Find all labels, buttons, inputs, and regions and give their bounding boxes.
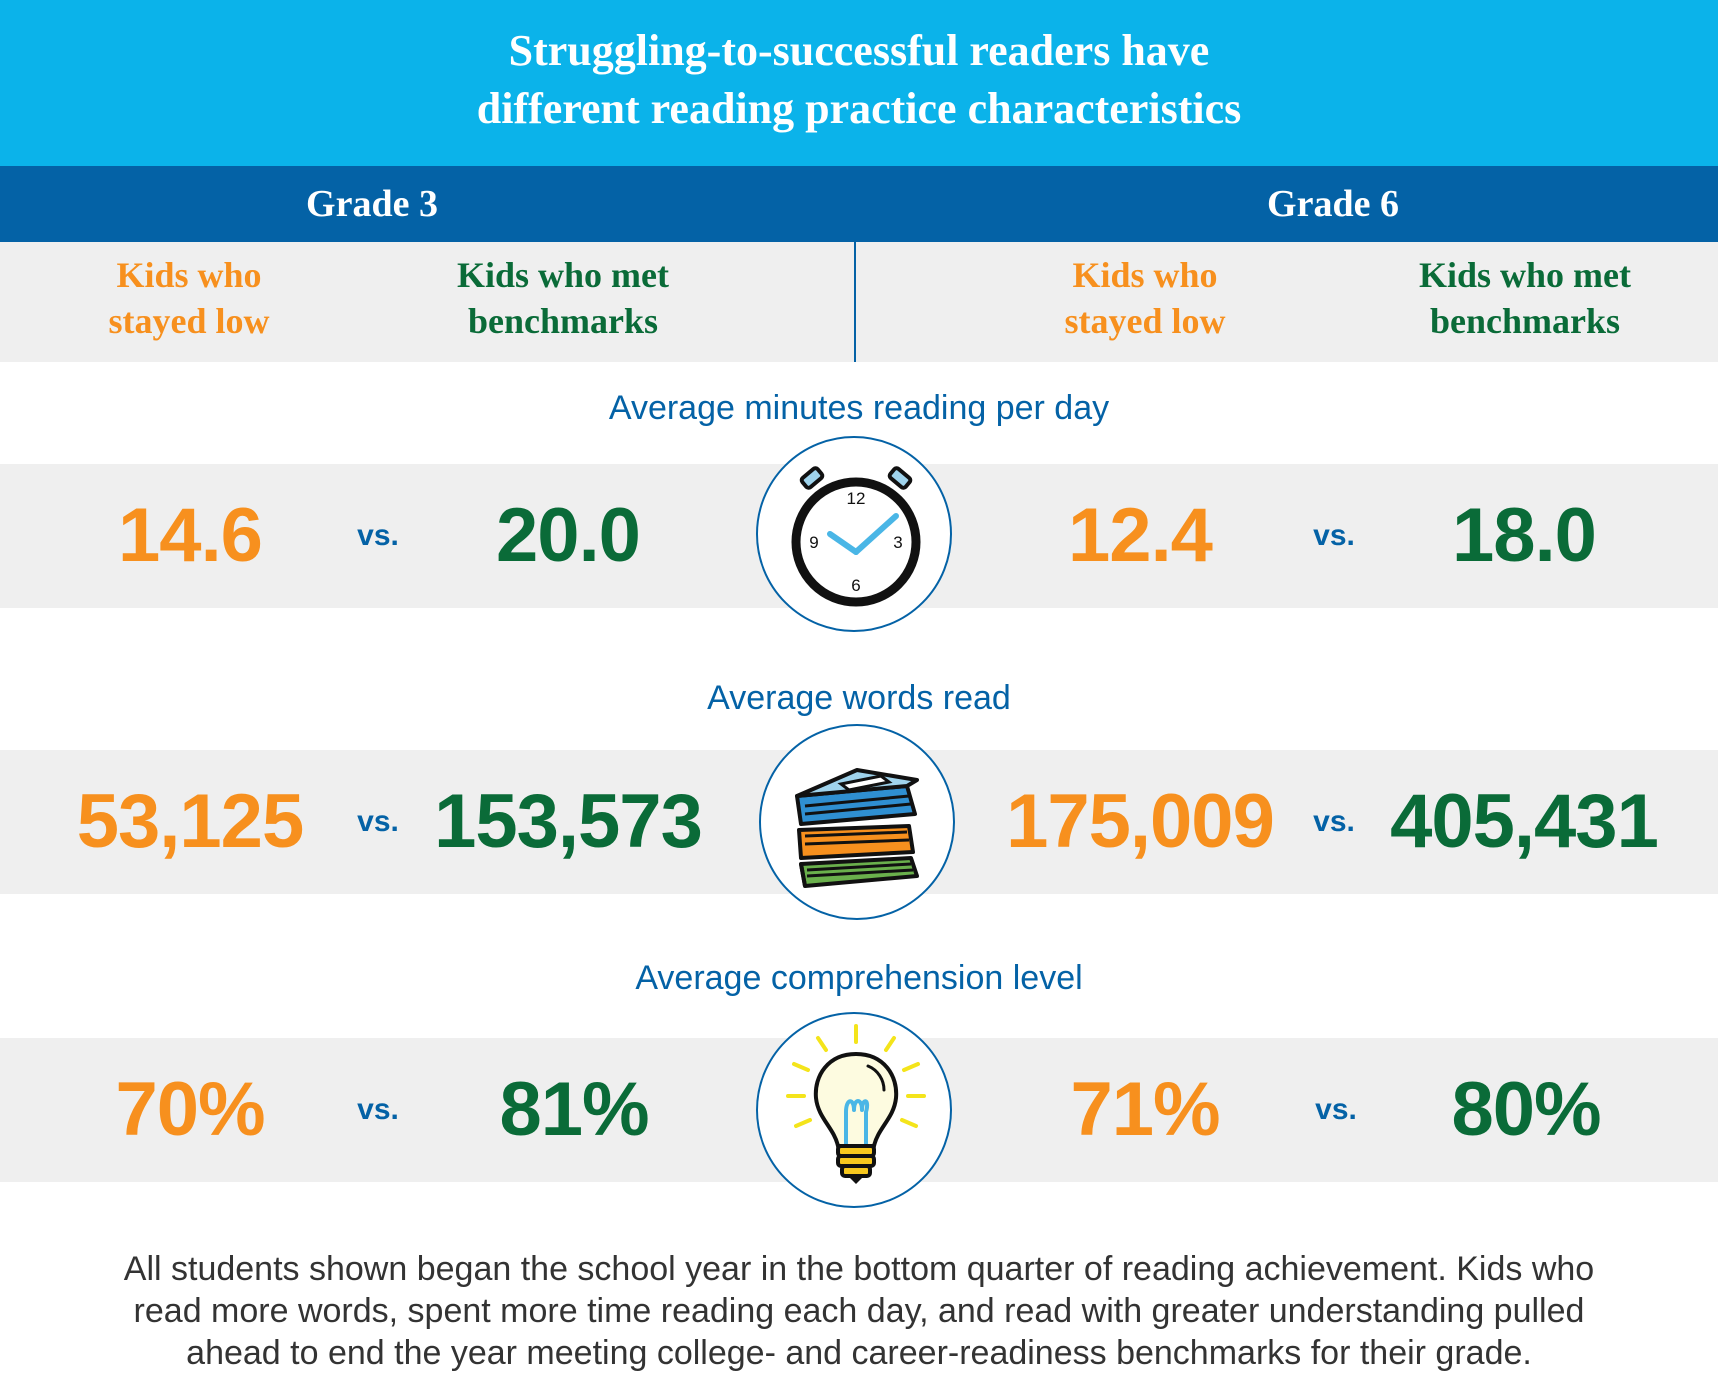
vs-label: vs. — [1313, 519, 1355, 552]
data-label: 20.0 — [496, 493, 641, 578]
header-line: Kids who — [1072, 255, 1218, 295]
data-label: 12.4 — [1068, 493, 1213, 578]
clock-icon: 12 3 6 9 — [791, 466, 921, 607]
header-line: benchmarks — [467, 301, 659, 341]
header-line: Kids who — [116, 255, 262, 295]
g3-stayed-low-header: Kids who stayed low — [19, 252, 359, 344]
lightbulb-icon — [786, 1024, 926, 1184]
data-label: 81% — [499, 1067, 649, 1152]
grade-6-label: Grade 6 — [1267, 183, 1399, 225]
vs-label: vs. — [1315, 1093, 1357, 1126]
column-header-band — [0, 242, 1718, 362]
data-label: 153,573 — [434, 779, 703, 864]
vs-label: vs. — [357, 519, 399, 552]
footnote-line: All students shown began the school year… — [123, 1250, 1595, 1288]
footnote: All students shown began the school year… — [40, 1248, 1678, 1374]
data-label: 53,125 — [76, 779, 304, 864]
header-line: benchmarks — [1429, 301, 1621, 341]
header-line: stayed low — [108, 301, 270, 341]
clock-number: 3 — [893, 533, 902, 552]
header-line: stayed low — [1064, 301, 1226, 341]
title-line-2: different reading practice characteristi… — [476, 84, 1242, 133]
grade-divider — [854, 242, 856, 362]
footnote-line: read more words, spent more time reading… — [133, 1292, 1585, 1330]
books-icon — [795, 768, 919, 888]
data-label: 405,431 — [1390, 779, 1659, 864]
clock-number: 12 — [847, 489, 866, 508]
clock-number: 9 — [809, 533, 818, 552]
data-label: 70% — [115, 1067, 265, 1152]
header-line: Kids who met — [1418, 255, 1631, 295]
metric-title-words: Average words read — [707, 679, 1011, 717]
g6-stayed-low-header: Kids who stayed low — [975, 252, 1315, 344]
vs-label: vs. — [357, 805, 399, 838]
clock-number: 6 — [851, 576, 860, 595]
books-icon-circle — [759, 724, 955, 920]
g6-met-benchmarks-header: Kids who met benchmarks — [1355, 252, 1695, 344]
grade-banner — [0, 166, 1718, 242]
title-banner — [0, 0, 1718, 166]
data-label: 71% — [1070, 1067, 1220, 1152]
metric-title-comprehension: Average comprehension level — [635, 959, 1083, 997]
header-line: Kids who met — [456, 255, 669, 295]
clock-icon-circle: 12 3 6 9 — [756, 436, 952, 632]
g3-met-benchmarks-header: Kids who met benchmarks — [393, 252, 733, 344]
chart-title: Struggling-to-successful readers have di… — [0, 22, 1718, 138]
data-label: 18.0 — [1452, 493, 1597, 578]
grade-3-label: Grade 3 — [306, 183, 438, 225]
vs-label: vs. — [1313, 805, 1355, 838]
vs-label: vs. — [357, 1093, 399, 1126]
metric-title-minutes: Average minutes reading per day — [608, 389, 1110, 427]
data-label: 175,009 — [1006, 779, 1275, 864]
data-label: 14.6 — [118, 493, 263, 578]
title-line-1: Struggling-to-successful readers have — [508, 26, 1210, 75]
data-label: 80% — [1451, 1067, 1601, 1152]
lightbulb-icon-circle — [756, 1012, 952, 1208]
footnote-line: ahead to end the year meeting college- a… — [186, 1334, 1532, 1372]
